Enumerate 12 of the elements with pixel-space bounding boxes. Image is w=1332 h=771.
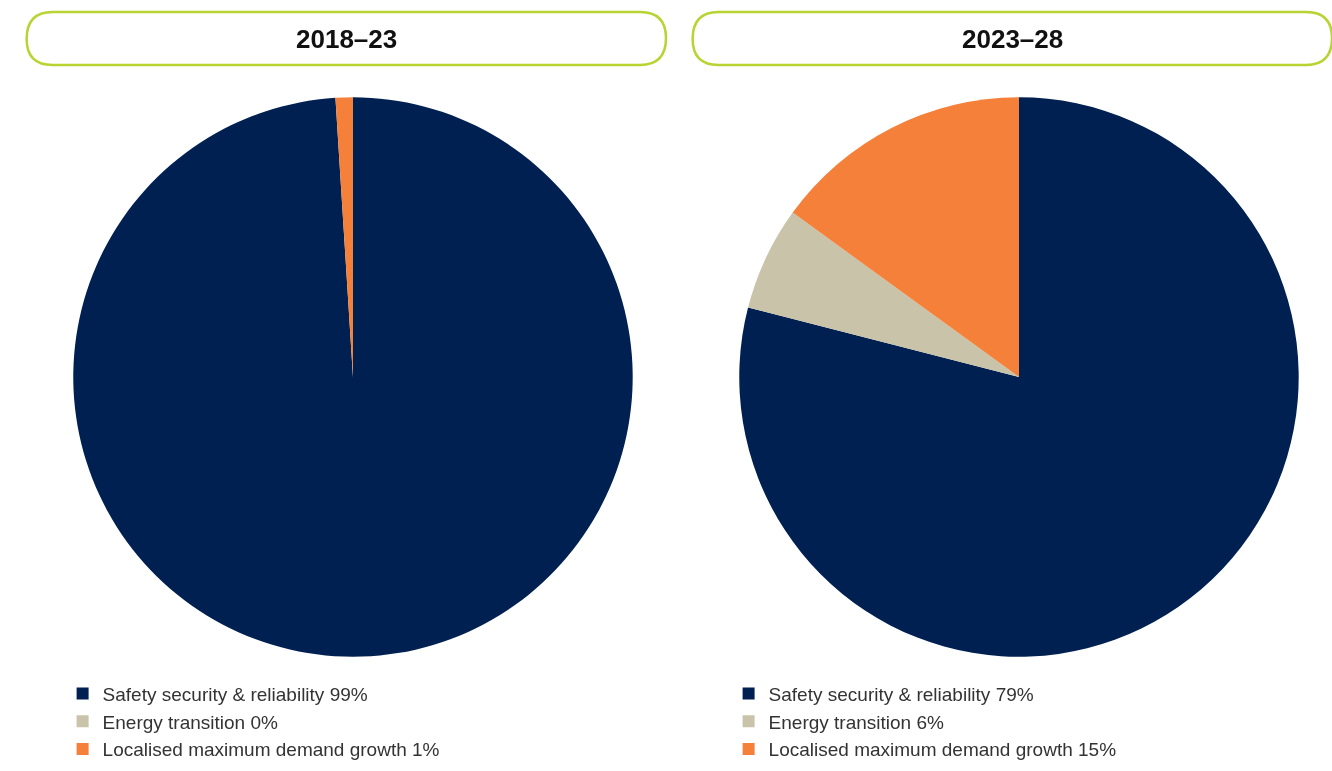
pie-slice bbox=[739, 97, 1299, 657]
pie-slice bbox=[748, 212, 1019, 378]
legend-label: Localised maximum demand growth 1% bbox=[102, 739, 440, 761]
legend-label: Energy transition 0% bbox=[102, 711, 279, 733]
legend-label: Energy transition 6% bbox=[768, 711, 945, 733]
chart-title: 2018–23 bbox=[296, 24, 398, 54]
legend-label: Localised maximum demand growth 15% bbox=[768, 739, 1117, 761]
chart-title: 2023–28 bbox=[962, 24, 1064, 54]
pie-slice bbox=[792, 97, 1019, 378]
legend-label: Safety security & reliability 99% bbox=[102, 683, 368, 705]
legend-label: Safety security & reliability 79% bbox=[768, 683, 1034, 705]
pie-slice bbox=[73, 97, 633, 657]
